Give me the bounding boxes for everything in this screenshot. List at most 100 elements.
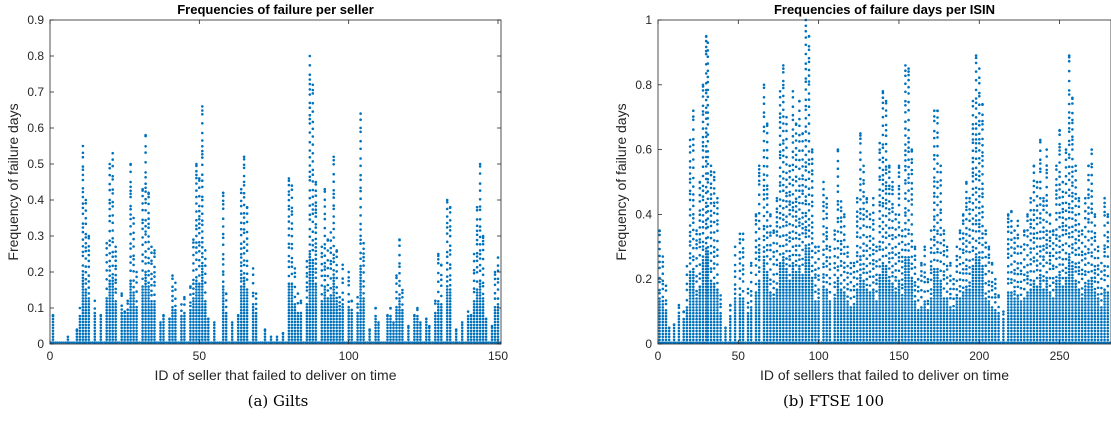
data-point	[757, 255, 761, 258]
data-point	[817, 249, 820, 253]
point-column	[323, 187, 327, 344]
data-point	[221, 338, 225, 341]
data-point	[475, 255, 479, 258]
data-point	[201, 335, 204, 339]
data-point	[158, 341, 162, 344]
data-point	[142, 341, 145, 344]
data-point	[794, 300, 798, 303]
data-point	[267, 341, 270, 344]
data-point	[329, 341, 332, 344]
data-point	[290, 213, 294, 216]
data-point	[105, 241, 108, 245]
data-point	[884, 165, 888, 168]
data-point	[195, 300, 198, 303]
data-point	[778, 309, 782, 312]
data-point	[296, 338, 300, 341]
y-tick-label: 0.2	[27, 265, 44, 279]
data-point	[311, 264, 315, 268]
data-point	[312, 341, 316, 344]
data-point	[111, 323, 114, 327]
data-point	[326, 329, 330, 333]
data-point	[782, 311, 785, 315]
data-point	[395, 274, 398, 277]
data-point	[327, 341, 330, 344]
data-point	[314, 297, 318, 300]
data-point	[769, 300, 772, 303]
data-point	[320, 338, 324, 341]
data-point	[198, 320, 201, 324]
data-point	[245, 311, 249, 315]
data-point	[862, 317, 865, 321]
data-point	[281, 341, 285, 344]
data-point	[807, 83, 811, 86]
data-points	[657, 18, 1111, 345]
data-point	[84, 300, 88, 303]
data-point	[704, 98, 708, 102]
data-point	[754, 264, 758, 267]
data-point	[389, 323, 392, 327]
data-point	[111, 200, 114, 204]
data-point	[332, 320, 336, 324]
data-point	[698, 193, 702, 197]
data-point	[144, 161, 147, 164]
data-point	[147, 195, 150, 199]
data-point	[192, 332, 195, 336]
data-point	[484, 341, 488, 344]
data-point	[775, 294, 779, 297]
data-point	[843, 233, 846, 236]
chart-title: Frequencies of failure per seller	[177, 2, 374, 17]
data-point	[878, 314, 881, 318]
data-point	[201, 109, 204, 112]
data-point	[240, 341, 244, 344]
data-point	[380, 341, 383, 344]
point-column	[798, 99, 801, 345]
data-point	[775, 309, 779, 312]
data-point	[322, 341, 326, 344]
data-point	[338, 320, 342, 324]
data-point	[458, 341, 461, 344]
data-point	[490, 329, 494, 333]
y-tick-label: 0.5	[27, 157, 44, 171]
data-point	[852, 302, 856, 306]
data-point	[445, 261, 449, 265]
data-point	[72, 341, 76, 344]
data-point	[341, 311, 345, 315]
data-point	[825, 303, 828, 306]
data-point	[320, 305, 324, 309]
data-point	[332, 317, 336, 321]
data-point	[661, 282, 665, 286]
data-point	[677, 338, 681, 342]
point-column	[290, 184, 294, 344]
data-point	[168, 329, 171, 333]
data-point	[192, 317, 195, 321]
data-point	[875, 245, 878, 249]
data-point	[448, 294, 452, 297]
data-point	[706, 329, 710, 333]
data-point	[825, 323, 828, 327]
data-point	[332, 282, 336, 286]
data-point	[123, 317, 126, 321]
data-point	[440, 320, 443, 324]
data-point	[144, 326, 147, 330]
data-point	[765, 273, 769, 277]
data-point	[293, 335, 297, 339]
point-column	[251, 267, 255, 344]
data-point	[192, 320, 195, 324]
point-column	[407, 324, 410, 344]
data-point	[254, 292, 258, 295]
data-point	[75, 332, 79, 336]
data-point	[189, 332, 192, 336]
data-point	[719, 305, 722, 309]
data-point	[878, 326, 881, 330]
data-point	[862, 233, 865, 237]
data-point	[329, 305, 333, 309]
data-point	[692, 258, 695, 262]
data-point	[701, 326, 705, 330]
data-point	[347, 305, 351, 309]
data-point	[398, 341, 402, 344]
data-point	[482, 341, 486, 344]
data-point	[198, 311, 201, 315]
point-column	[150, 245, 153, 344]
data-point	[329, 231, 333, 234]
data-point	[839, 297, 843, 300]
